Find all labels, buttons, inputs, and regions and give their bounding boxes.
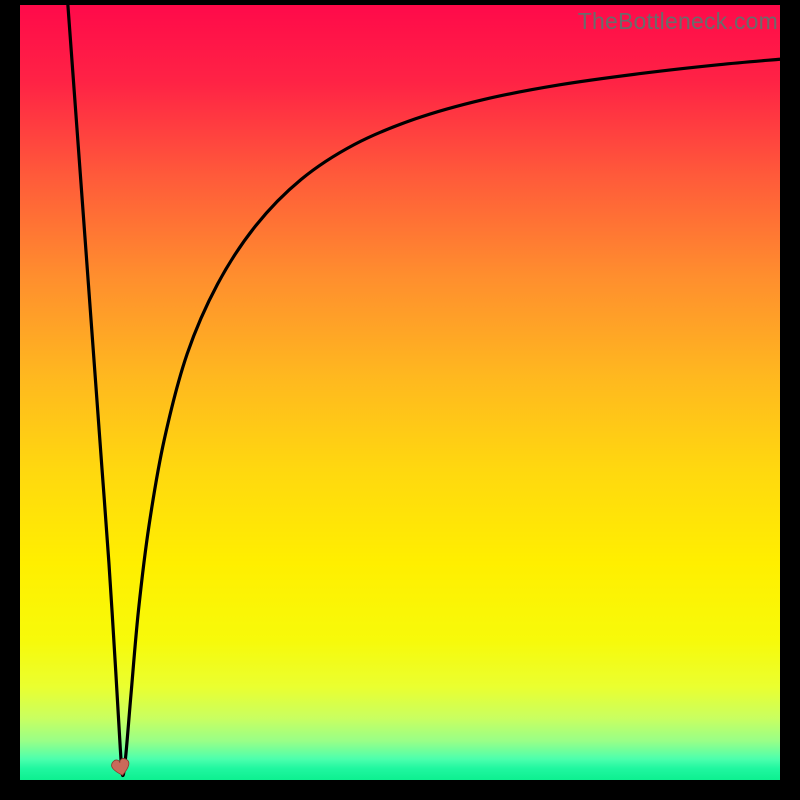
plot-svg [0,0,800,800]
chart-container: { "canvas": { "width": 800, "height": 80… [0,0,800,800]
watermark-text: TheBottleneck.com [578,8,778,35]
